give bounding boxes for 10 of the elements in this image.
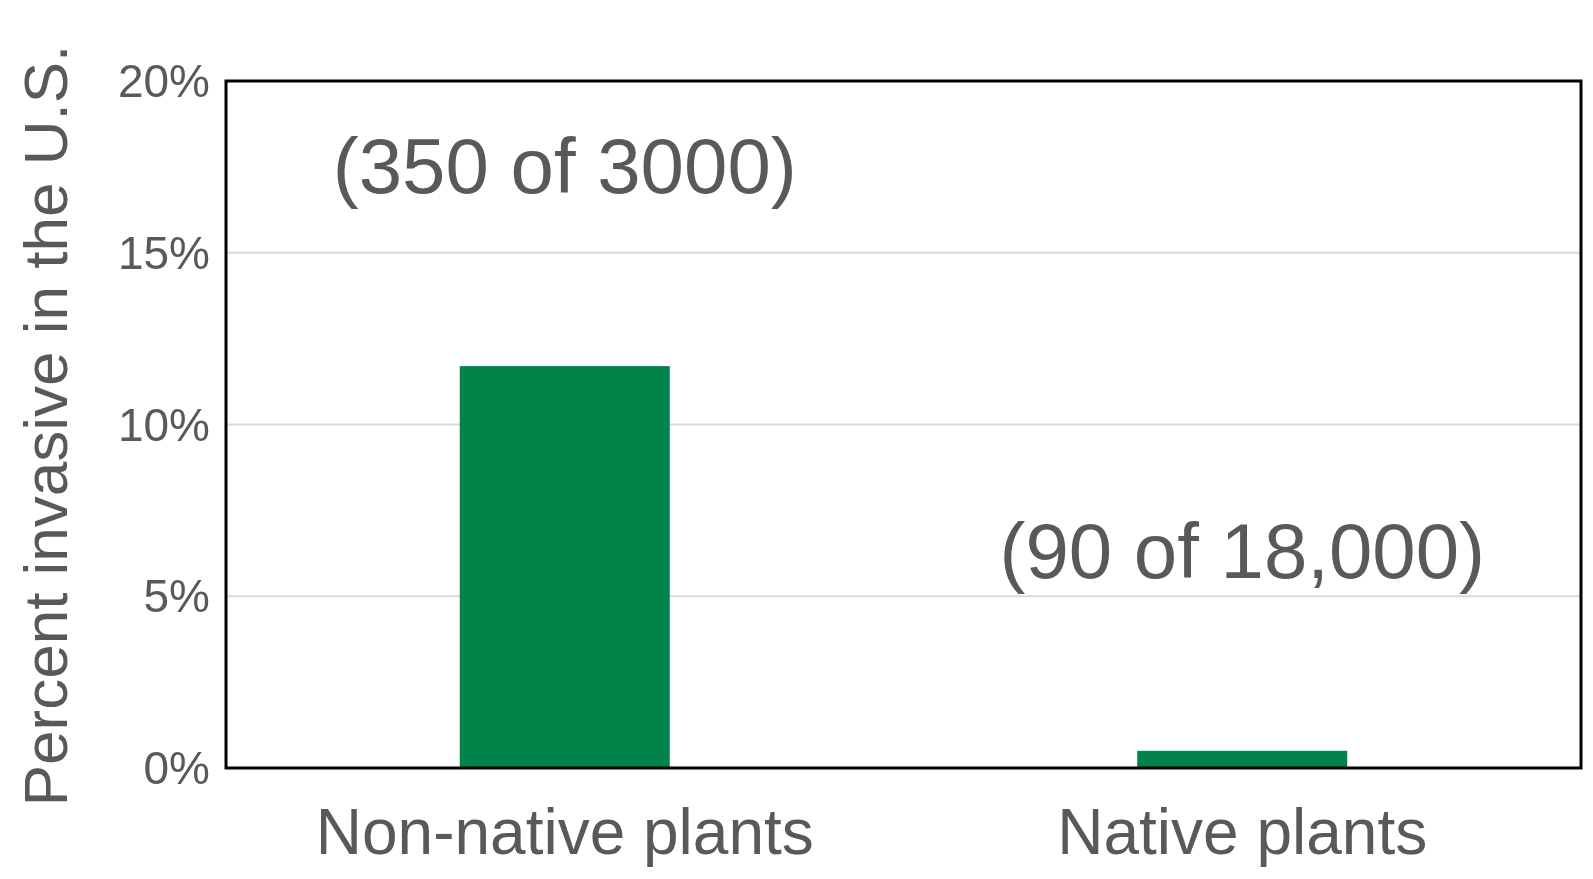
y-tick-label: 5% — [143, 570, 210, 623]
y-tick-label: 0% — [143, 742, 210, 794]
y-tick-label: 20% — [117, 55, 210, 107]
y-tick-label: 10% — [117, 398, 210, 451]
annotation: (90 of 18,000) — [999, 506, 1486, 595]
x-tick-label: Native plants — [1057, 796, 1428, 868]
annotation: (350 of 3000) — [332, 122, 797, 211]
y-tick-label: 15% — [117, 226, 210, 279]
y-axis-title: Percent invasive in the U.S. — [11, 44, 80, 807]
x-tick-label: Non-native plants — [315, 796, 814, 868]
